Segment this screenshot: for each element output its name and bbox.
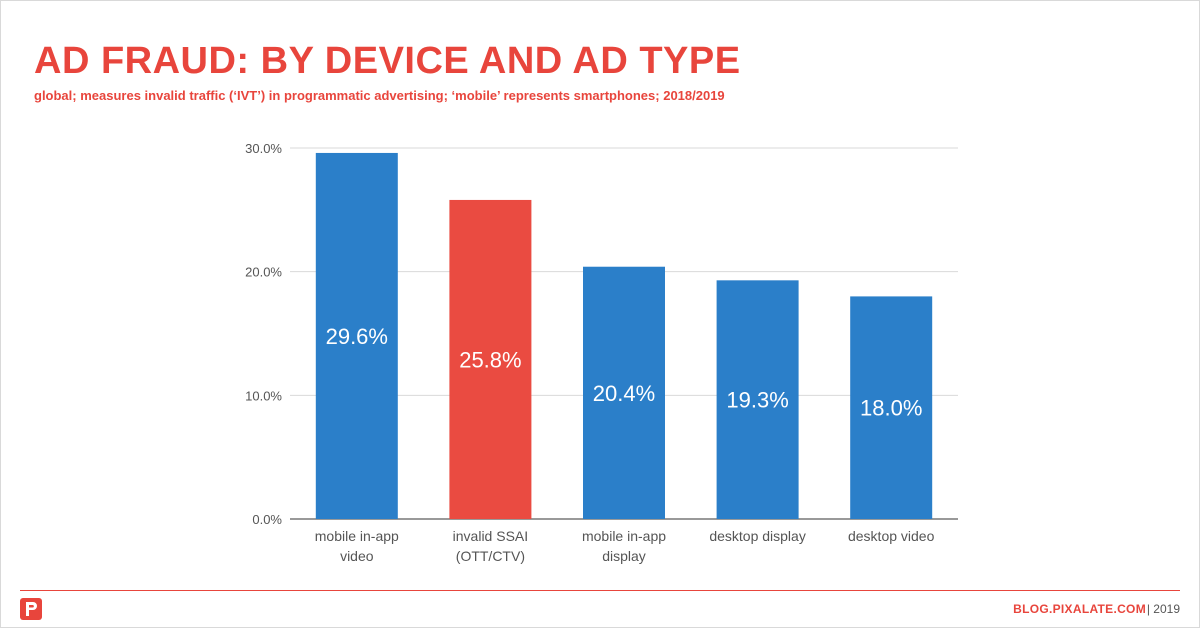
chart-title: AD FRAUD: BY DEVICE AND AD TYPE xyxy=(34,40,741,82)
chart-subtitle: global; measures invalid traffic (‘IVT’)… xyxy=(34,88,725,103)
y-tick-label: 20.0% xyxy=(245,265,282,280)
x-tick-label: invalid SSAI xyxy=(453,528,528,544)
bar-data-label: 19.3% xyxy=(726,388,788,413)
bar xyxy=(583,266,665,519)
bar xyxy=(850,296,933,519)
x-tick-label: desktop video xyxy=(848,528,935,544)
bar xyxy=(315,152,398,520)
pixalate-logo-icon xyxy=(20,598,42,620)
footer-divider xyxy=(20,590,1180,591)
bar-data-label: 29.6% xyxy=(326,324,388,349)
bar xyxy=(716,280,799,519)
y-tick-label: 10.0% xyxy=(245,388,282,403)
bar-data-label: 20.4% xyxy=(593,381,655,406)
x-tick-label: mobile in-app xyxy=(582,528,666,544)
x-tick-label: video xyxy=(340,548,374,564)
bar-data-label: 25.8% xyxy=(459,347,521,372)
x-tick-label: (OTT/CTV) xyxy=(456,548,525,564)
bar-data-label: 18.0% xyxy=(860,396,922,421)
y-tick-label: 0.0% xyxy=(252,512,282,527)
x-tick-label: desktop display xyxy=(709,528,806,544)
bar xyxy=(449,199,532,519)
bar-chart: 0.0% 10.0% 20.0% 30.0% 29.6% mobile in-app vid… xyxy=(245,141,958,564)
footer-year: | 2019 xyxy=(1146,602,1180,616)
x-tick-label: mobile in-app xyxy=(315,528,399,544)
y-tick-label: 30.0% xyxy=(245,141,282,156)
footer-site-link[interactable]: BLOG.PIXALATE.COM xyxy=(1013,602,1146,616)
x-tick-label: display xyxy=(602,548,646,564)
